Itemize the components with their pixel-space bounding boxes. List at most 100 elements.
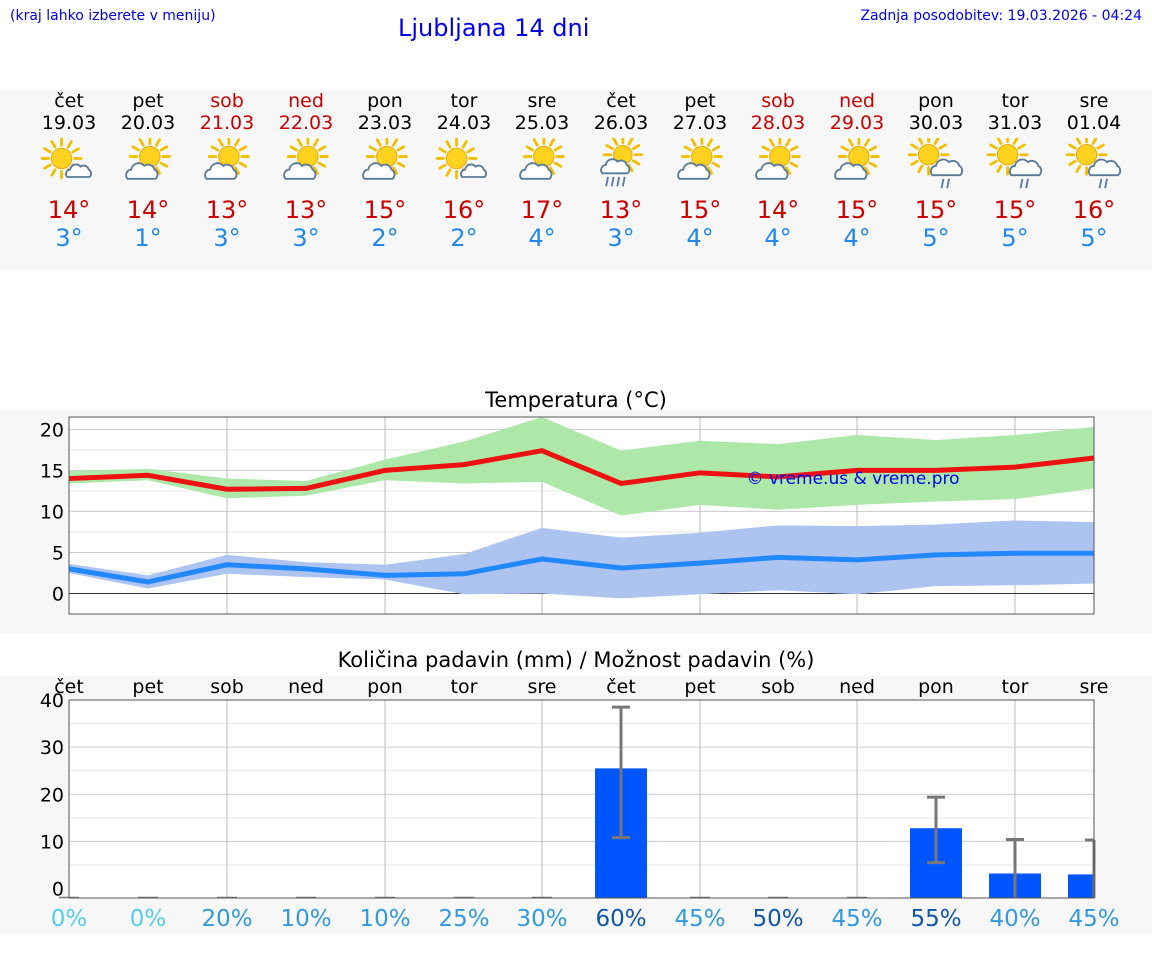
forecast-day: tor 31.03 15° 5°: [975, 90, 1055, 252]
day-date: 31.03: [987, 112, 1043, 134]
sun-behind-cloud-icon: [283, 138, 329, 180]
min-temperature: 4°: [686, 224, 714, 252]
max-temperature: 15°: [835, 196, 879, 224]
forecast-day: ned 29.03 15° 4°: [817, 90, 897, 252]
sun-behind-cloud-icon: [755, 138, 801, 180]
precipitation-bar: [1068, 874, 1094, 898]
precipitation-probability: 55%: [910, 906, 961, 932]
day-name: pon: [367, 90, 403, 112]
day-name: sob: [761, 90, 795, 112]
precipitation-probability: 20%: [201, 906, 252, 932]
min-temperature: 2°: [371, 224, 399, 252]
x-tick-label: tor: [451, 676, 478, 698]
sun-cloud-rain-icon: [600, 138, 643, 187]
precipitation-probability: 45%: [674, 906, 725, 932]
max-temperature: 13°: [599, 196, 643, 224]
day-name: pon: [918, 90, 954, 112]
max-temperature: 15°: [914, 196, 958, 224]
max-temperature: 14°: [756, 196, 800, 224]
day-date: 21.03: [199, 112, 255, 134]
precipitation-probability: 10%: [280, 906, 331, 932]
partly-cloudy-icon: [40, 138, 92, 180]
min-temperature: 5°: [1080, 224, 1108, 252]
min-temperature-line: [68, 550, 1094, 585]
sun-behind-cloud-icon: [362, 138, 408, 180]
min-temperature: 4°: [528, 224, 556, 252]
temperature-chart: 0 5 10 15 20 © vreme.us & vreme.pro: [40, 416, 1095, 615]
forecast-day: sre 25.03 17° 4°: [502, 90, 582, 252]
x-tick-label: pet: [684, 676, 715, 698]
max-temperature: 15°: [363, 196, 407, 224]
max-temperature: 17°: [520, 196, 564, 224]
day-date: 26.03: [593, 112, 649, 134]
day-name: sre: [527, 90, 557, 112]
x-tick-label: ned: [839, 676, 875, 698]
day-date: 27.03: [672, 112, 728, 134]
precipitation-probability: 45%: [831, 906, 882, 932]
day-date: 23.03: [357, 112, 413, 134]
min-temperature: 4°: [764, 224, 792, 252]
y-tick-label: 20: [40, 419, 64, 441]
x-tick-label: sob: [761, 676, 795, 698]
x-tick-label: čet: [606, 676, 636, 698]
x-tick-label: sre: [528, 676, 557, 698]
forecast-day: tor 24.03 16° 2°: [424, 90, 504, 252]
min-temperature: 3°: [213, 224, 241, 252]
x-tick-label: čet: [54, 676, 84, 698]
forecast-day: pon 23.03 15° 2°: [345, 90, 425, 252]
min-temperature: 1°: [134, 224, 162, 252]
location-hint: (kraj lahko izberete v meniju): [10, 8, 216, 24]
max-temperature: 14°: [47, 196, 91, 224]
max-temperature: 13°: [284, 196, 328, 224]
forecast-strip: [0, 90, 1152, 270]
day-date: 25.03: [514, 112, 570, 134]
y-tick-label: 0: [52, 879, 64, 901]
x-tick-label: pon: [367, 676, 403, 698]
sun-behind-cloud-icon: [125, 138, 171, 180]
y-tick-label: 15: [40, 460, 64, 482]
precipitation-probability: 30%: [516, 906, 567, 932]
partly-cloudy-icon: [435, 138, 487, 180]
forecast-day: pet 27.03 15° 4°: [660, 90, 740, 252]
max-temperature: 16°: [442, 196, 486, 224]
day-name: ned: [839, 90, 875, 112]
precipitation-chart-title: Količina padavin (mm) / Možnost padavin …: [337, 648, 815, 672]
day-date: 24.03: [436, 112, 492, 134]
y-tick-label: 40: [40, 690, 64, 712]
max-temperature: 15°: [993, 196, 1037, 224]
day-date: 28.03: [750, 112, 806, 134]
day-name: tor: [450, 90, 478, 112]
sun-cloud-showers-icon: [907, 138, 964, 189]
forecast-day: čet 19.03 14° 3°: [29, 90, 109, 252]
day-date: 22.03: [278, 112, 334, 134]
forecast-day: pet 20.03 14° 1°: [108, 90, 188, 252]
precipitation-probability: 0%: [130, 906, 167, 932]
temperature-chart-title: Temperatura (°C): [485, 388, 667, 412]
max-temperature-line: [68, 448, 1095, 492]
y-tick-label: 10: [40, 831, 64, 853]
min-temperature: 4°: [843, 224, 871, 252]
min-range-band: [69, 520, 1094, 599]
x-tick-label: pon: [918, 676, 954, 698]
precipitation-probability: 10%: [359, 906, 410, 932]
y-tick-label: 0: [52, 583, 64, 605]
last-updated: Zadnja posodobitev: 19.03.2026 - 04:24: [860, 8, 1142, 24]
day-date: 01.04: [1066, 112, 1122, 134]
plot-frame: [68, 699, 1095, 899]
precipitation-probability: 25%: [438, 906, 489, 932]
x-tick-label: sre: [1080, 676, 1109, 698]
x-tick-label: pet: [132, 676, 163, 698]
forecast-day: sob 28.03 14° 4°: [738, 90, 818, 252]
day-name: pet: [132, 90, 164, 112]
sun-behind-cloud-icon: [204, 138, 250, 180]
forecast-day: čet 26.03 13° 3°: [581, 90, 661, 252]
forecast-day: sre 01.04 16° 5°: [1054, 90, 1134, 252]
day-date: 19.03: [41, 112, 97, 134]
precipitation-chart: čet pet sob ned pon tor sre čet pet sob ned pon tor s…: [40, 676, 1120, 932]
precipitation-probability: 45%: [1068, 906, 1119, 932]
sun-behind-cloud-icon: [834, 138, 880, 180]
plot-frame: [68, 416, 1095, 615]
error-bar: [927, 795, 945, 865]
y-tick-label: 30: [40, 737, 64, 759]
page-title: Ljubljana 14 dni: [398, 14, 590, 42]
